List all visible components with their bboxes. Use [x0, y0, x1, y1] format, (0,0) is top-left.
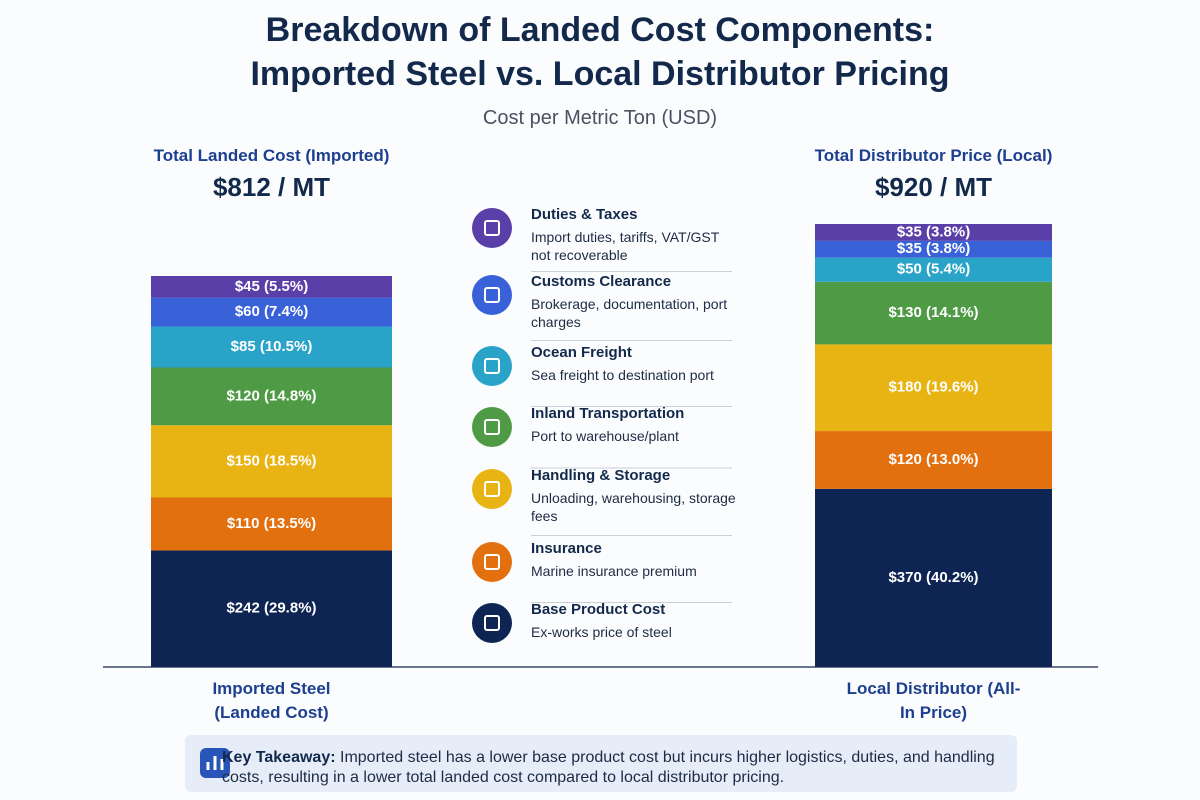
- takeaway-box: [185, 735, 1017, 792]
- bar-header: Total Distributor Price (Local): [814, 146, 1053, 165]
- category-label: Imported Steel (Landed Cost): [212, 679, 331, 722]
- chart-title-line2: Imported Steel vs. Local Distributor Pri…: [250, 55, 950, 93]
- legend-glyph: [484, 287, 500, 303]
- legend-name: Handling & Storage: [531, 467, 671, 484]
- bar-segment: [151, 425, 392, 498]
- legend-glyph: [484, 220, 500, 236]
- value-label: $110 (13.5%): [227, 515, 316, 532]
- bar-segment: [815, 257, 1052, 282]
- value-label: $130 (14.1%): [888, 304, 978, 321]
- takeaway: Key Takeaway: Imported steel has a lower…: [222, 748, 1002, 788]
- legend-item: Customs Clearance Brokerage, documentatio…: [531, 273, 736, 331]
- takeaway-glyph: [206, 756, 224, 770]
- legend-icon: [472, 346, 512, 386]
- bar-header: Total Landed Cost (Imported): [153, 146, 390, 165]
- legend-item: Base Product Cost Ex-works price of steel: [531, 601, 736, 641]
- takeaway-label: Key Takeaway:: [222, 749, 336, 766]
- value-label: $60 (7.4%): [235, 303, 308, 320]
- bar-segment: [815, 224, 1052, 241]
- legend-description: Sea freight to destination port: [531, 367, 714, 383]
- legend-name: Duties & Taxes: [531, 206, 638, 223]
- legend-name: Insurance: [531, 540, 602, 557]
- bar-segment: [151, 367, 392, 426]
- legend-glyph: [484, 419, 500, 435]
- legend-name: Ocean Freight: [531, 344, 632, 361]
- category-label: Local Distributor (All-In Price): [846, 679, 1021, 722]
- legend-description: Ex-works price of steel: [531, 624, 672, 640]
- value-label: $35 (3.8%): [897, 240, 970, 257]
- bar-segment: [815, 281, 1052, 345]
- bar-segment: [151, 276, 392, 298]
- value-label: $370 (40.2%): [888, 569, 978, 586]
- legend-item: Insurance Marine insurance premium: [531, 540, 736, 580]
- legend-glyph: [484, 481, 500, 497]
- legend-item: Inland Transportation Port to warehouse/p…: [531, 405, 736, 445]
- legend-glyph: [484, 358, 500, 374]
- value-label: $50 (5.4%): [897, 261, 970, 278]
- value-label: $85 (10.5%): [231, 338, 313, 355]
- value-label: $45 (5.5%): [235, 278, 308, 295]
- value-label: $35 (3.8%): [897, 223, 970, 240]
- legend-description: Unloading, warehousing, storage fees: [531, 490, 736, 524]
- bar-segment: [815, 488, 1052, 667]
- bar-total: $812 / MT: [212, 172, 331, 202]
- legend-icon: [472, 407, 512, 447]
- legend-name: Inland Transportation: [531, 405, 685, 422]
- bar-segment: [815, 240, 1052, 258]
- bar-segment: [151, 326, 392, 368]
- legend-item: Duties & Taxes Import duties, tariffs, VA…: [531, 206, 736, 264]
- legend-description: Marine insurance premium: [531, 563, 697, 579]
- bar-segment: [815, 431, 1052, 489]
- legend-name: Base Product Cost: [531, 601, 666, 618]
- legend-glyph: [484, 615, 500, 631]
- bar-segment: [151, 550, 392, 667]
- legend-item: Ocean Freight Sea freight to destination …: [531, 344, 736, 384]
- subtitle: Cost per Metric Ton (USD): [482, 107, 718, 129]
- bar-total: $920 / MT: [874, 172, 993, 202]
- legend-icon: [472, 208, 512, 248]
- value-label: $120 (14.8%): [226, 387, 316, 404]
- legend-description: Port to warehouse/plant: [531, 428, 679, 444]
- title-block: Breakdown of Landed Cost Components: Imp…: [0, 8, 1200, 96]
- legend-glyph: [484, 554, 500, 570]
- chart-title: Breakdown of Landed Cost Components:: [265, 11, 935, 49]
- legend-item: Handling & Storage Unloading, warehousing…: [531, 467, 736, 525]
- legend-name: Customs Clearance: [531, 273, 672, 290]
- legend-icon: [472, 542, 512, 582]
- bar-segment: [151, 297, 392, 327]
- value-label: $150 (18.5%): [226, 452, 316, 469]
- bar-segment: [815, 344, 1052, 432]
- legend-icon: [472, 275, 512, 315]
- value-label: $180 (19.6%): [888, 379, 978, 396]
- legend-icon: [472, 603, 512, 643]
- bar-segment: [151, 497, 392, 551]
- value-label: $242 (29.8%): [226, 600, 316, 617]
- value-label: $120 (13.0%): [888, 451, 978, 468]
- legend-icon: [472, 469, 512, 509]
- legend-description: Import duties, tariffs, VAT/GST not reco…: [531, 229, 720, 263]
- takeaway-text: Imported steel has a lower base product …: [222, 749, 995, 786]
- legend-description: Brokerage, documentation, port charges: [531, 296, 728, 330]
